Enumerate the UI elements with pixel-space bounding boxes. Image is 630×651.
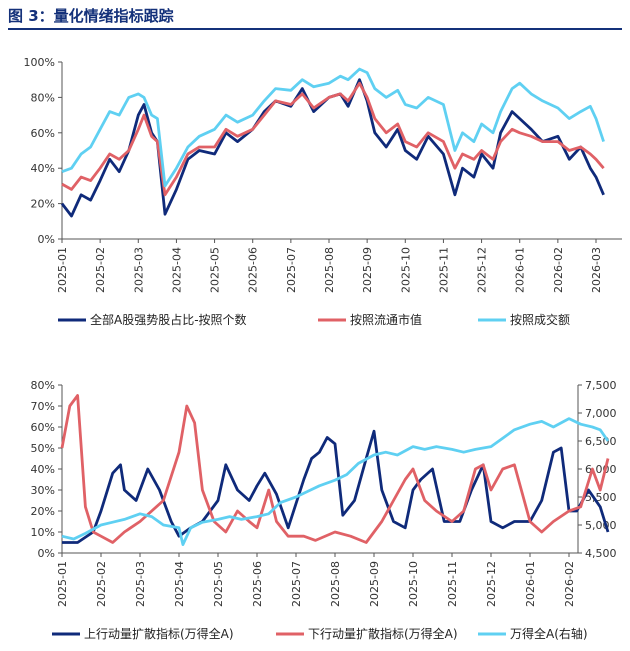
y-tick-label: 40% [31,463,55,476]
x-tick-label: 2025-11 [437,247,450,293]
x-tick-label: 2025-05 [212,561,225,607]
legend-label-3: 按照成交额 [510,312,570,327]
y-tick-label: 0% [38,547,55,560]
x-tick-label: 2025-02 [95,561,108,607]
series-line-2 [60,394,610,544]
x-tick-label: 2025-06 [251,561,264,607]
chart-strong-stock-ratio: 0% 20% 40% 60% 80% 100% 2025-01 2025-02 2025-03 2… [24,56,622,327]
legend-label-1: 上行动量扩散指标(万得全A) [84,626,234,641]
legend-label-3: 万得全A(右轴) [510,626,588,641]
series-line-1 [60,78,605,218]
x-tick-label: 2026-02 [552,247,565,293]
x-tick-label: 2025-11 [446,561,459,607]
y-tick-label: 30% [31,484,55,497]
x-tick-label: 2025-03 [132,247,145,293]
x-tick-label: 2025-06 [247,247,260,293]
x-tick-label: 2026-01 [514,247,527,293]
x-tick-label: 2025-02 [94,247,107,293]
x-tick-label: 2026-02 [563,561,576,607]
legend-label-2: 按照流通市值 [350,312,422,327]
x-tick-label: 2025-07 [290,561,303,607]
x-tick-label: 2025-04 [173,561,186,607]
y2-tick-label: 7,500 [585,379,617,392]
x-tick-label: 2025-03 [134,561,147,607]
series-line-3 [61,417,610,546]
y-tick-label: 20% [31,505,55,518]
x-tick-label: 2025-09 [361,247,374,293]
x-tick-label: 2025-07 [285,247,298,293]
figure-title: 图 3：量化情绪指标跟踪 [8,7,174,25]
x-tick-label: 2025-01 [56,247,69,293]
series-line-3 [61,67,605,188]
x-tick-label: 2025-05 [209,247,222,293]
chart-momentum-diffusion: 0%10%20%30%40%50%60%70%80%4,5005,0005,50… [31,379,617,641]
x-tick-label: 2025-08 [323,247,336,293]
y-tick-label: 70% [31,400,55,413]
title-rule [8,28,622,30]
series-line-1 [62,429,610,544]
y-tick-label: 60% [31,127,55,140]
x-tick-label: 2025-04 [170,247,183,293]
series-line-2 [61,81,605,197]
y2-tick-label: 4,500 [585,547,617,560]
y2-tick-label: 7,000 [585,407,617,420]
y-tick-label: 10% [31,526,55,539]
y-tick-label: 100% [24,56,55,69]
y-tick-label: 80% [31,379,55,392]
x-tick-label: 2025-09 [368,561,381,607]
y-tick-label: 40% [31,162,55,175]
x-tick-label: 2025-01 [56,561,69,607]
y-tick-label: 0% [38,233,55,246]
legend-label-2: 下行动量扩散指标(万得全A) [308,626,458,641]
y-tick-label: 20% [31,198,55,211]
y2-tick-label: 5,000 [585,519,617,532]
x-tick-label: 2025-10 [399,247,412,293]
x-tick-label: 2026-03 [590,247,603,293]
x-tick-label: 2025-12 [485,561,498,607]
y-tick-label: 60% [31,421,55,434]
x-tick-label: 2026-01 [524,561,537,607]
x-tick-label: 2025-08 [329,561,342,607]
y-tick-label: 50% [31,442,55,455]
y-tick-label: 80% [31,91,55,104]
y2-tick-label: 6,500 [585,435,617,448]
x-tick-label: 2025-10 [407,561,420,607]
x-tick-label: 2025-12 [476,247,489,293]
legend-label-1: 全部A股强势股占比-按照个数 [90,312,247,327]
